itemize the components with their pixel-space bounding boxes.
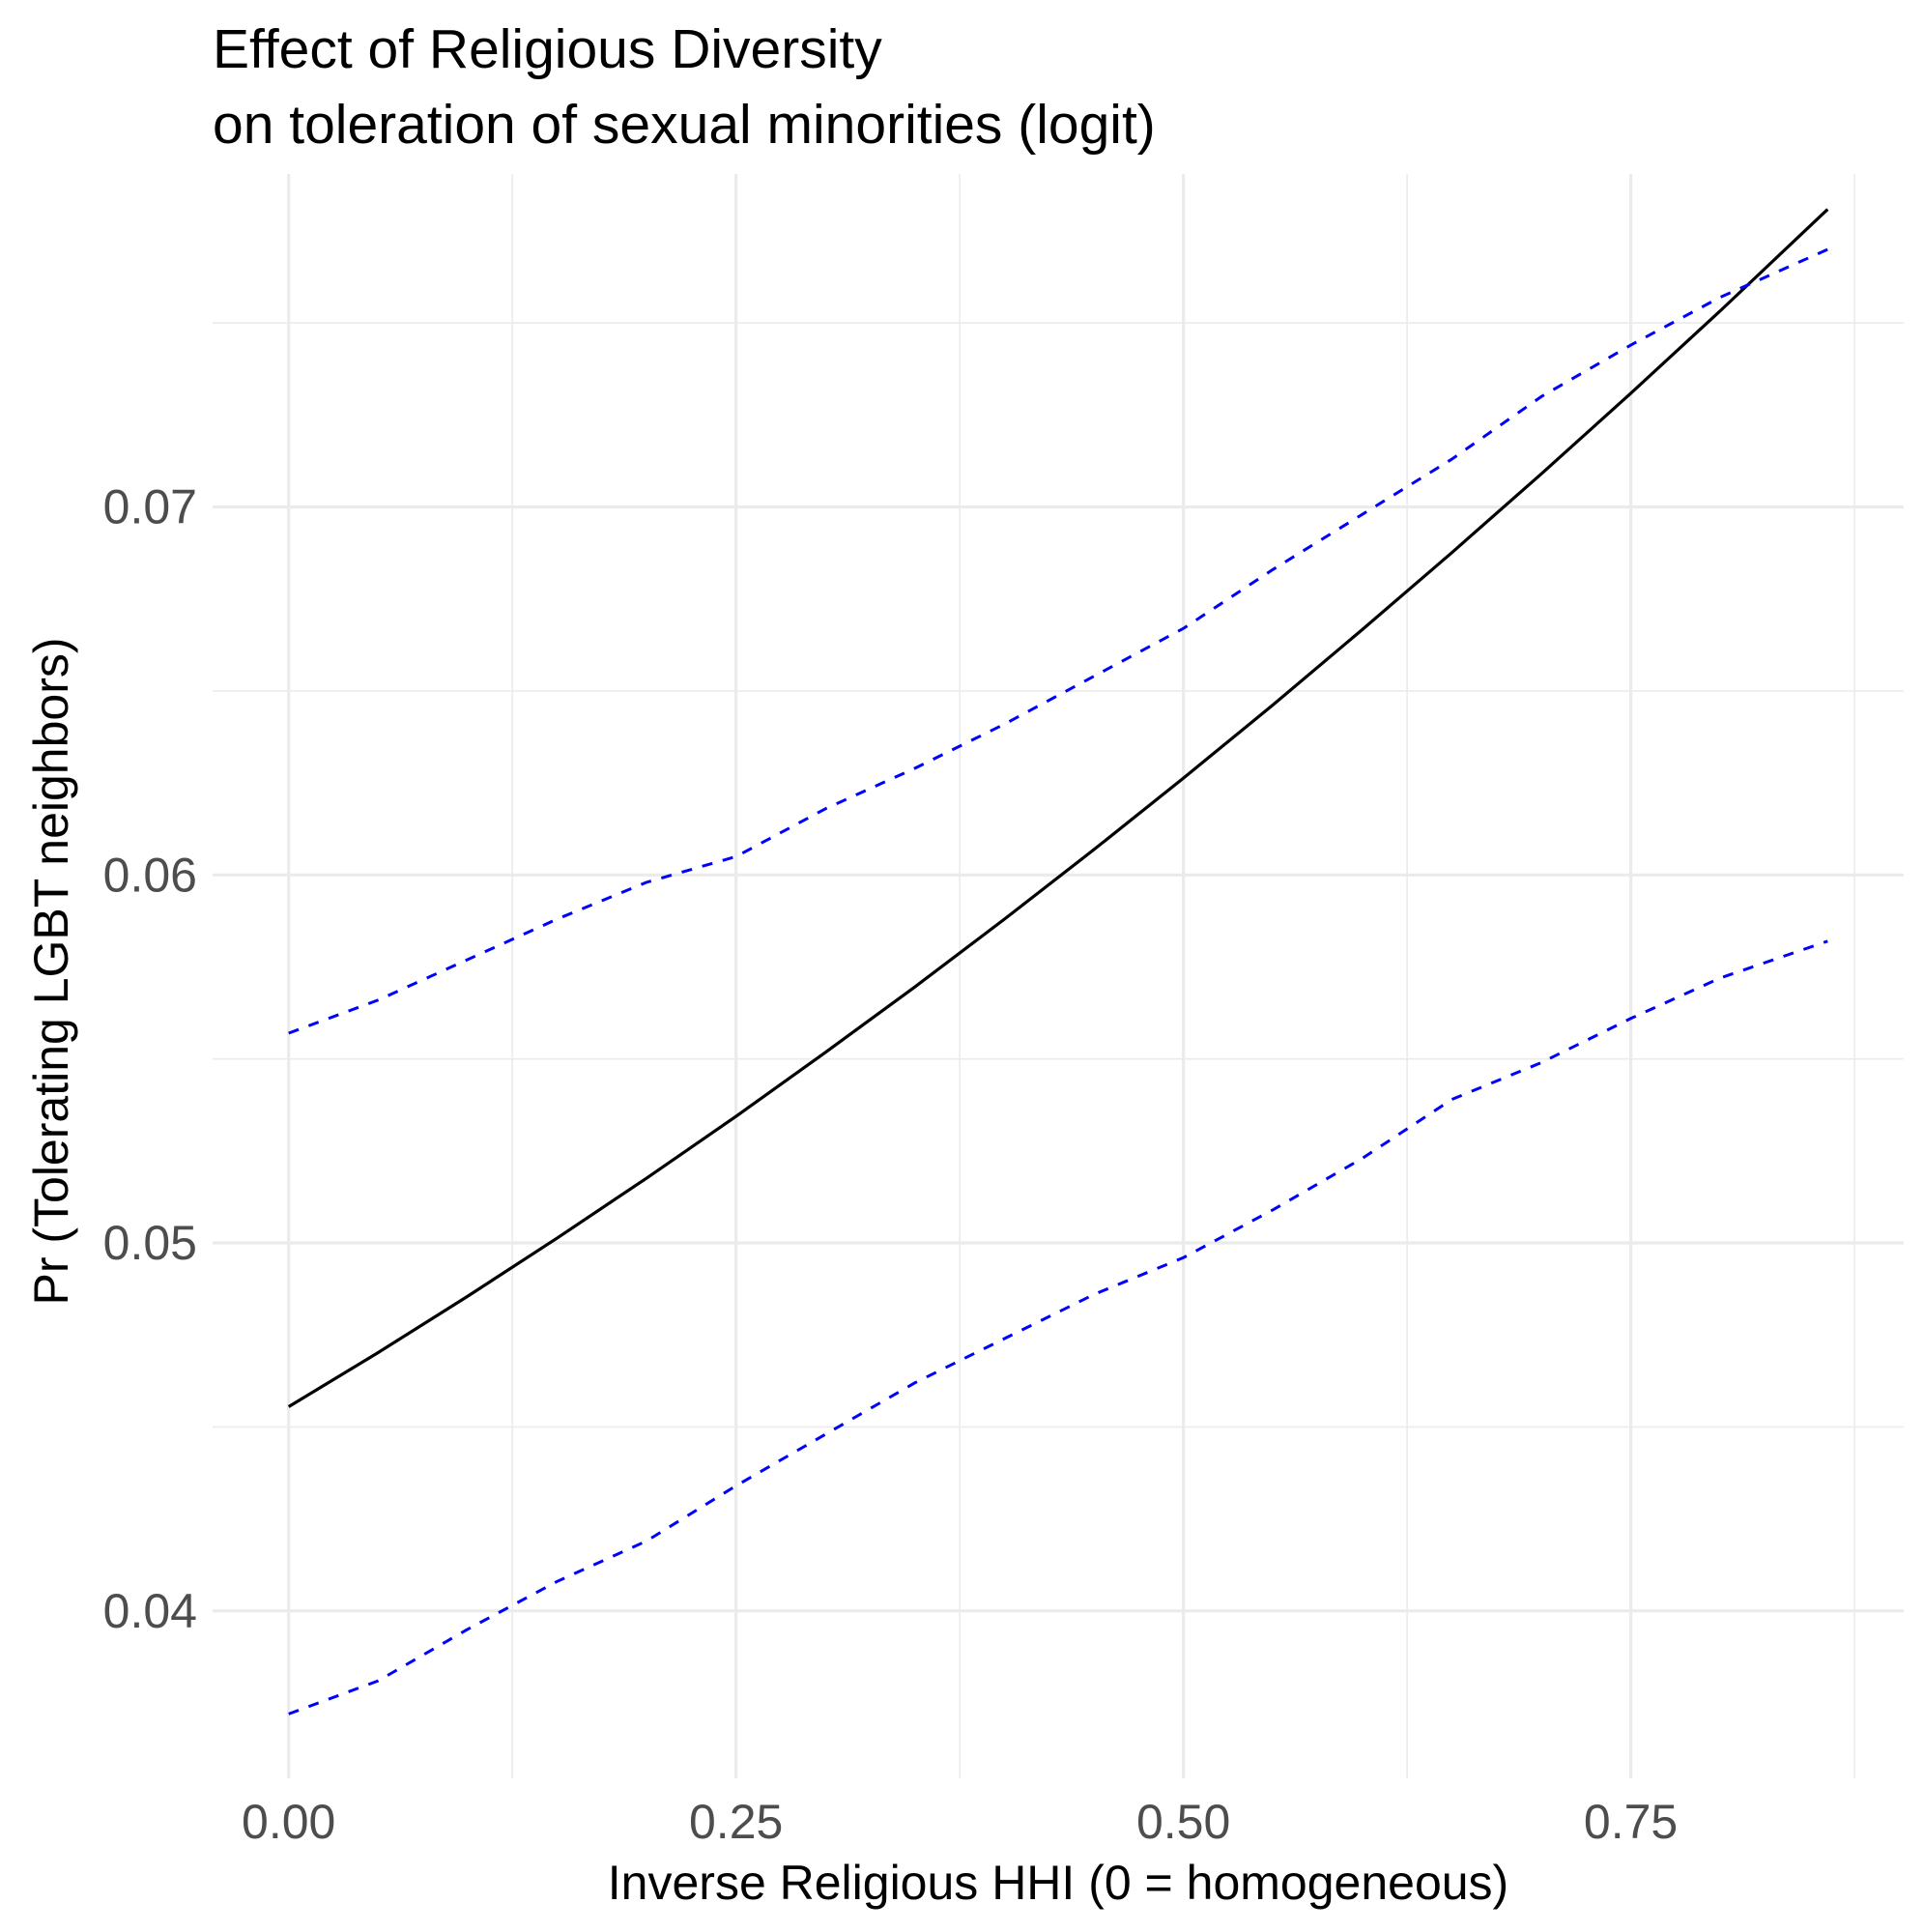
series-line-0 xyxy=(287,208,1829,1408)
y-tick-label-0: 0.04 xyxy=(103,1584,197,1638)
y-tick-label-1: 0.05 xyxy=(103,1216,197,1270)
x-tick-label-3: 0.75 xyxy=(1584,1795,1678,1849)
x-axis-tick-labels: 0.00 0.25 0.50 0.75 xyxy=(242,1795,1678,1849)
chart-title: Effect of Religious Diversity xyxy=(213,18,882,80)
y-axis-tick-labels: 0.04 0.05 0.06 0.07 xyxy=(103,480,197,1638)
chart-subtitle: on toleration of sexual minorities (logi… xyxy=(213,94,1156,156)
series-line-1 xyxy=(288,247,1828,1035)
x-tick-label-1: 0.25 xyxy=(689,1795,783,1849)
major-gridlines xyxy=(213,174,1904,1778)
y-tick-label-3: 0.07 xyxy=(103,480,197,534)
series-line-2 xyxy=(288,939,1828,1716)
x-axis-title: Inverse Religious HHI (0 = homogeneous) xyxy=(608,1856,1508,1910)
y-axis-title: Pr (Tolerating LGBT neighbors) xyxy=(24,637,78,1305)
x-tick-label-2: 0.50 xyxy=(1136,1795,1230,1849)
y-tick-label-2: 0.06 xyxy=(103,848,197,902)
plot-series xyxy=(287,208,1829,1716)
minor-gridlines xyxy=(213,174,1904,1778)
x-tick-label-0: 0.00 xyxy=(242,1795,335,1849)
